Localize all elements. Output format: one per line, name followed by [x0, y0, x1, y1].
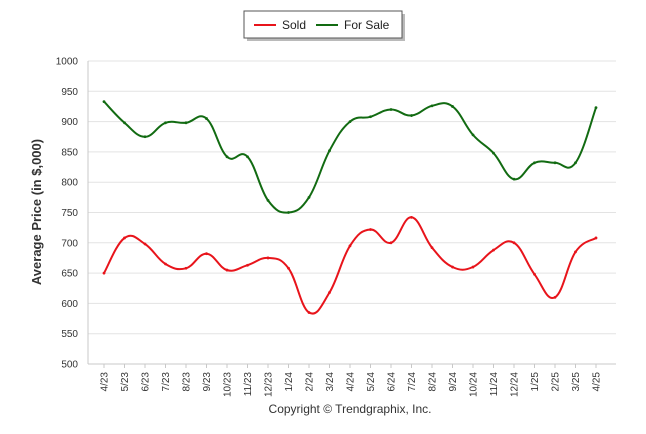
x-tick-label: 6/23	[141, 372, 152, 392]
data-point-for-sale	[123, 121, 126, 125]
data-point-sold	[246, 263, 249, 267]
y-axis-title: Average Price (in $,000)	[29, 139, 44, 285]
y-tick-label: 800	[61, 178, 78, 189]
data-point-sold	[533, 272, 536, 276]
y-tick-label: 850	[61, 147, 78, 158]
data-point-for-sale	[102, 100, 106, 104]
x-tick-label: 2/24	[305, 372, 316, 392]
y-tick-label: 500	[61, 360, 78, 371]
data-point-sold	[348, 244, 352, 248]
x-tick-label: 1/25	[530, 372, 541, 392]
copyright-text: Copyright © Trendgraphix, Inc.	[269, 402, 432, 416]
x-tick-label: 11/24	[489, 372, 500, 397]
x-tick-label: 12/24	[510, 372, 521, 397]
y-tick-label: 700	[61, 238, 78, 249]
data-point-sold	[553, 295, 557, 299]
x-tick-label: 7/24	[407, 372, 418, 392]
data-point-for-sale	[430, 104, 434, 108]
y-axis-tick-labels: 1000 950 900 850 800 750 700 650 600 550 500	[56, 57, 79, 371]
data-point-sold	[102, 271, 106, 275]
x-tick-label: 4/24	[346, 372, 357, 392]
data-point-for-sale	[307, 195, 311, 199]
x-tick-label: 10/24	[469, 372, 480, 397]
data-point-for-sale	[225, 155, 229, 159]
data-point-sold	[184, 266, 188, 270]
data-point-sold	[594, 236, 598, 240]
data-point-for-sale	[266, 198, 270, 202]
axes	[87, 61, 616, 368]
data-point-sold	[451, 265, 454, 269]
legend: Sold For Sale	[243, 10, 405, 41]
x-tick-label: 10/23	[223, 372, 234, 397]
x-tick-label: 7/23	[161, 372, 172, 392]
data-point-sold	[492, 248, 495, 252]
y-tick-label: 750	[61, 208, 78, 219]
series-line-for-sale	[103, 100, 597, 214]
y-tick-label: 950	[61, 87, 78, 98]
data-point-for-sale	[492, 151, 495, 155]
data-point-sold	[164, 262, 167, 266]
data-point-for-sale	[246, 155, 249, 159]
data-point-for-sale	[287, 211, 290, 214]
data-point-sold	[123, 236, 126, 240]
y-tick-label: 600	[61, 299, 78, 310]
x-tick-label: 4/23	[100, 372, 111, 392]
data-point-sold	[512, 241, 516, 245]
data-point-for-sale	[574, 161, 577, 165]
data-point-for-sale	[205, 117, 208, 120]
data-point-sold	[205, 252, 208, 256]
data-point-for-sale	[533, 161, 536, 165]
data-point-for-sale	[553, 161, 557, 165]
data-point-sold	[143, 242, 147, 246]
y-tick-label: 1000	[56, 57, 79, 68]
series-line-sold	[103, 216, 597, 315]
data-point-for-sale	[451, 105, 454, 108]
data-point-for-sale	[143, 135, 147, 139]
gridlines	[88, 60, 616, 365]
data-point-for-sale	[328, 149, 331, 153]
x-tick-label: 4/25	[592, 372, 603, 392]
x-tick-label: 9/24	[448, 372, 459, 392]
data-point-sold	[389, 241, 393, 245]
data-point-for-sale	[164, 121, 167, 125]
data-point-sold	[574, 250, 577, 254]
legend-label-for-sale: For Sale	[344, 18, 390, 32]
data-point-for-sale	[369, 115, 372, 119]
data-point-sold	[225, 268, 229, 272]
data-point-for-sale	[184, 121, 188, 125]
data-point-for-sale	[389, 108, 393, 111]
x-tick-label: 5/24	[366, 372, 377, 392]
y-tick-label: 650	[61, 269, 78, 280]
x-axis-tick-labels: 4/23 5/23 6/23 7/23 8/23 9/23 10/23 11/23 12/23 1…	[100, 372, 603, 397]
data-series	[102, 100, 598, 315]
data-point-for-sale	[410, 114, 413, 117]
legend-label-sold: Sold	[282, 18, 306, 32]
y-tick-label: 900	[61, 117, 78, 128]
x-tick-label: 8/23	[182, 372, 193, 392]
data-point-sold	[287, 266, 290, 270]
data-point-sold	[369, 228, 372, 231]
data-point-for-sale	[594, 106, 598, 110]
x-tick-label: 8/24	[428, 372, 439, 392]
data-point-sold	[266, 256, 270, 260]
data-point-sold	[328, 291, 331, 294]
y-tick-label: 550	[61, 329, 78, 340]
x-tick-label: 1/24	[284, 372, 295, 392]
data-point-for-sale	[471, 133, 475, 137]
x-tick-label: 11/23	[243, 372, 254, 397]
x-tick-label: 5/23	[120, 372, 131, 392]
x-tick-label: 3/24	[325, 372, 336, 392]
x-tick-label: 6/24	[387, 372, 398, 392]
data-point-sold	[307, 311, 311, 314]
data-point-sold	[410, 215, 413, 219]
x-tick-label: 3/25	[571, 372, 582, 392]
data-point-for-sale	[512, 177, 516, 181]
data-point-for-sale	[348, 120, 352, 123]
data-point-sold	[430, 246, 434, 250]
x-tick-label: 12/23	[264, 372, 275, 397]
x-tick-label: 2/25	[551, 372, 562, 392]
data-point-sold	[471, 265, 475, 269]
x-tick-label: 9/23	[202, 372, 213, 392]
